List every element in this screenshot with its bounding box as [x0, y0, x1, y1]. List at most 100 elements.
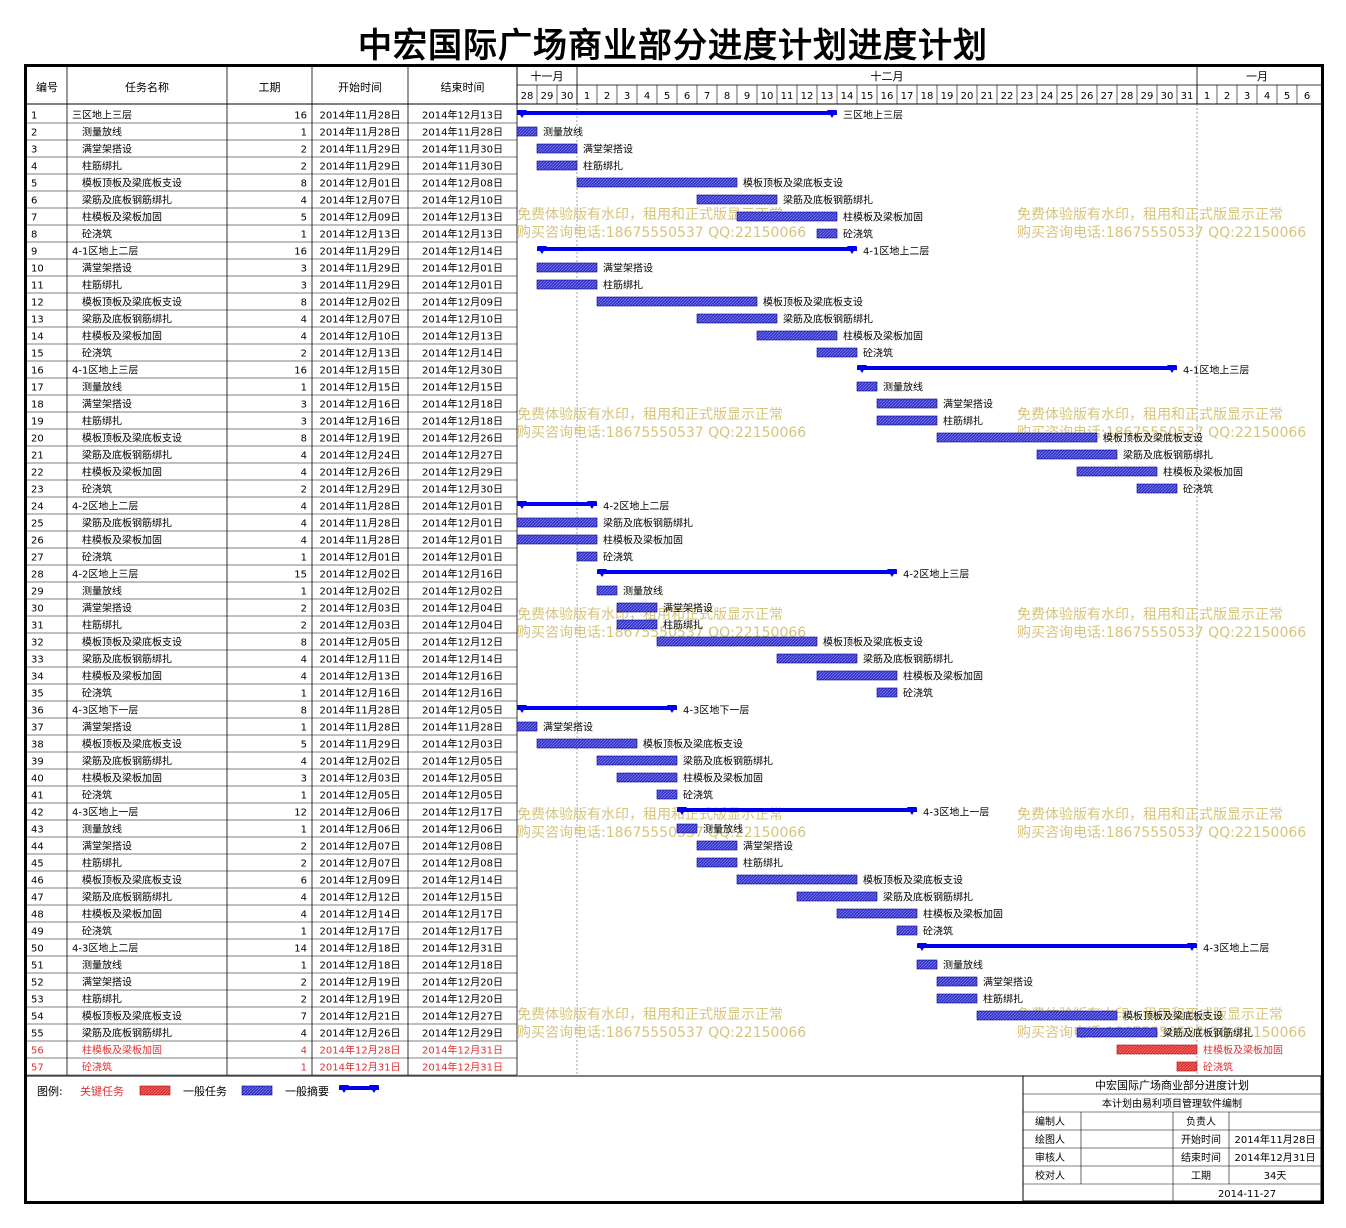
task-end: 2014年12月01日 [422, 551, 503, 564]
task-name: 柱模板及梁板加固 [82, 772, 162, 785]
info-key: 结束时间 [1181, 1151, 1221, 1164]
summary-bar [517, 502, 597, 506]
header-4: 结束时间 [441, 81, 485, 94]
task-id: 53 [31, 995, 44, 1006]
task-id: 5 [31, 179, 37, 190]
task-end: 2014年12月08日 [422, 840, 503, 853]
task-name: 梁筋及底板钢筋绑扎 [82, 653, 172, 666]
task-bar [876, 687, 898, 698]
task-end: 2014年12月01日 [422, 534, 503, 547]
task-end: 2014年12月20日 [422, 993, 503, 1006]
task-duration: 2 [301, 859, 307, 870]
task-end: 2014年12月13日 [422, 228, 503, 241]
task-end: 2014年12月14日 [422, 347, 503, 360]
task-start: 2014年11月29日 [320, 279, 401, 292]
watermark-line1: 免费体验版有水印，租用和正式版显示正常 [517, 207, 783, 223]
task-name: 模板顶板及梁底板支设 [82, 296, 182, 309]
bar-label: 砼浇筑 [603, 551, 633, 564]
task-duration: 1 [301, 791, 307, 802]
task-end: 2014年12月30日 [422, 483, 503, 496]
day-label: 16 [881, 91, 894, 102]
task-bar [536, 262, 598, 273]
task-name: 砼浇筑 [82, 551, 112, 564]
bar-label: 柱模板及梁板加固 [1203, 1044, 1283, 1057]
watermark-line1: 免费体验版有水印，租用和正式版显示正常 [517, 407, 783, 423]
task-duration: 1 [301, 927, 307, 938]
day-label: 3 [624, 91, 630, 102]
day-label: 11 [781, 91, 794, 102]
watermark-line2: 购买咨询电话:18675550537 QQ:22150066 [1017, 625, 1306, 641]
task-name: 满堂架搭设 [82, 398, 132, 411]
task-duration: 8 [301, 706, 307, 717]
task-end: 2014年12月17日 [422, 806, 503, 819]
bar-label: 4-3区地上二层 [1203, 942, 1269, 955]
task-name: 模板顶板及梁底板支设 [82, 1010, 182, 1023]
day-label: 10 [761, 91, 774, 102]
task-name: 梁筋及底板钢筋绑扎 [82, 194, 172, 207]
info-subtitle: 本计划由易利项目管理软件编制 [1102, 1097, 1242, 1110]
task-end: 2014年12月16日 [422, 568, 503, 581]
task-start: 2014年12月02日 [320, 585, 401, 598]
task-end: 2014年11月28日 [422, 721, 503, 734]
task-bar [796, 891, 878, 902]
task-id: 51 [31, 961, 44, 972]
task-start: 2014年12月07日 [320, 840, 401, 853]
task-duration: 4 [301, 315, 307, 326]
bar-label: 梁筋及底板钢筋绑扎 [883, 891, 973, 904]
task-id: 9 [31, 247, 37, 258]
bar-label: 4-2区地上三层 [903, 568, 969, 581]
summary-bar-start-cap [677, 807, 687, 815]
task-bar [816, 670, 898, 681]
task-name: 柱模板及梁板加固 [82, 670, 162, 683]
task-bar [756, 330, 838, 341]
task-name: 三区地上三层 [72, 109, 132, 122]
task-name: 柱筋绑扎 [82, 415, 122, 428]
task-name: 砼浇筑 [82, 789, 112, 802]
gantt-frame: 编号 任务名称 工期 开始时间 结束时间 十一月 28 29 30 十二月 1 2 3 4 5 6 7 8 9 10 1… [24, 64, 1324, 1204]
task-bar [596, 296, 758, 307]
bar-label: 测量放线 [943, 959, 983, 972]
task-name: 柱模板及梁板加固 [82, 330, 162, 343]
info-key: 绘图人 [1035, 1133, 1065, 1146]
task-bar [516, 126, 538, 137]
task-bar [516, 721, 538, 732]
day-label: 27 [1101, 91, 1114, 102]
task-start: 2014年12月26日 [320, 466, 401, 479]
watermark-line2: 购买咨询电话:18675550537 QQ:22150066 [1017, 825, 1306, 841]
task-end: 2014年12月05日 [422, 755, 503, 768]
task-duration: 5 [301, 213, 307, 224]
task-start: 2014年12月14日 [320, 908, 401, 921]
task-start: 2014年12月26日 [320, 1027, 401, 1040]
info-value: 2014年11月28日 [1235, 1133, 1316, 1146]
task-id: 43 [31, 825, 44, 836]
bar-label: 砼浇筑 [1183, 483, 1213, 496]
task-name: 柱筋绑扎 [82, 993, 122, 1006]
day-label: 22 [1001, 91, 1014, 102]
bar-label: 测量放线 [543, 126, 583, 139]
task-id: 12 [31, 298, 44, 309]
task-bar [596, 755, 678, 766]
task-bar [576, 551, 598, 562]
task-end: 2014年12月27日 [422, 449, 503, 462]
task-start: 2014年12月15日 [320, 364, 401, 377]
day-label: 25 [1061, 91, 1074, 102]
task-start: 2014年12月07日 [320, 194, 401, 207]
task-name: 4-2区地上二层 [72, 500, 138, 513]
task-end: 2014年12月15日 [422, 381, 503, 394]
task-name: 4-3区地上一层 [72, 806, 138, 819]
task-end: 2014年12月06日 [422, 823, 503, 836]
task-start: 2014年12月13日 [320, 347, 401, 360]
task-id: 42 [31, 808, 44, 819]
task-duration: 4 [301, 910, 307, 921]
task-name: 测量放线 [82, 381, 122, 394]
task-id: 47 [31, 893, 44, 904]
task-duration: 4 [301, 1029, 307, 1040]
task-start: 2014年12月19日 [320, 432, 401, 445]
task-end: 2014年12月29日 [422, 1027, 503, 1040]
task-start: 2014年11月28日 [320, 704, 401, 717]
bar-label: 模板顶板及梁底板支设 [743, 177, 843, 190]
task-end: 2014年12月13日 [422, 330, 503, 343]
bar-label: 柱模板及梁板加固 [923, 908, 1003, 921]
task-bar [916, 959, 938, 970]
summary-bar-start-cap [537, 246, 547, 254]
